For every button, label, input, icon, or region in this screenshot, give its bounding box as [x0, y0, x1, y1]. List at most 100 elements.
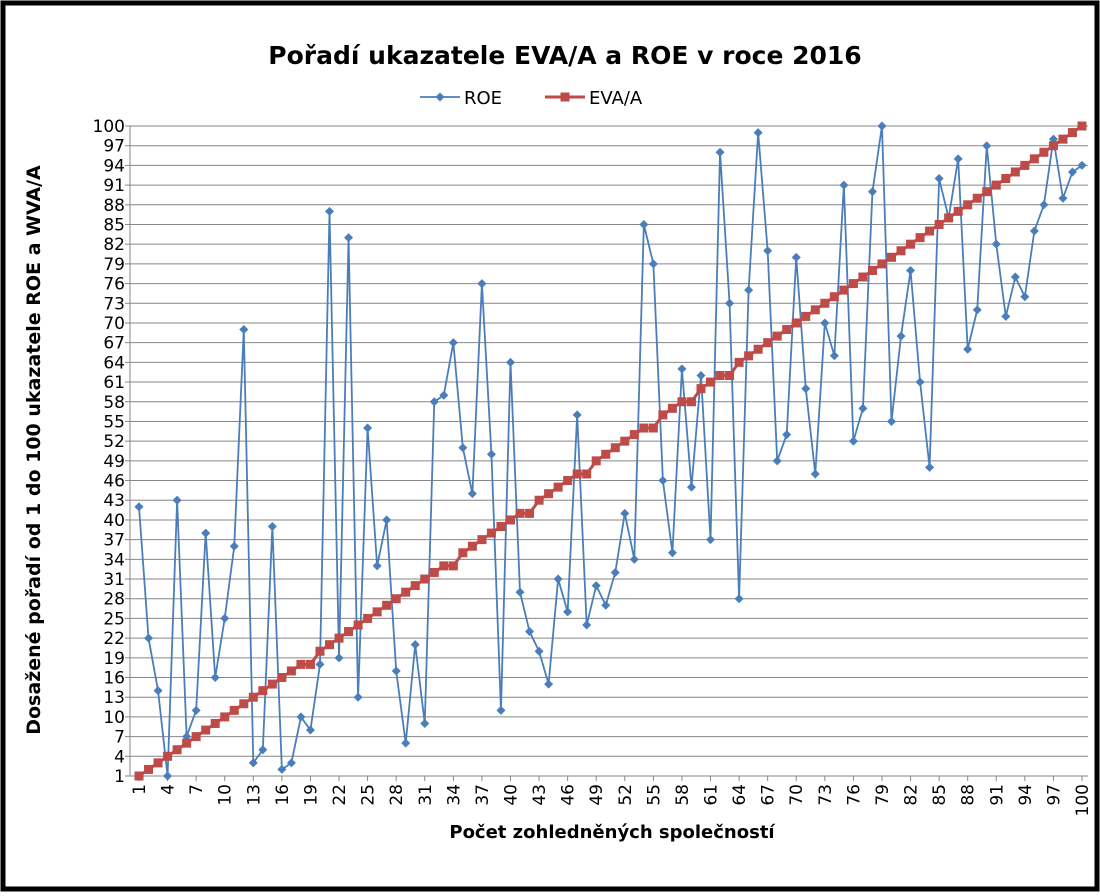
point — [601, 449, 611, 459]
point — [1010, 272, 1020, 282]
point — [696, 384, 706, 394]
point — [1020, 292, 1030, 302]
point — [820, 318, 830, 328]
point — [420, 718, 430, 728]
point — [591, 581, 601, 591]
x-tick-label: 97 — [1044, 784, 1064, 806]
x-tick-label: 46 — [559, 784, 579, 806]
y-tick-label: 67 — [103, 334, 125, 354]
point — [1029, 154, 1039, 164]
point — [420, 574, 430, 584]
point — [439, 390, 449, 400]
x-tick-label: 7 — [187, 784, 207, 795]
point — [820, 298, 830, 308]
point — [791, 318, 801, 328]
y-tick-label: 28 — [103, 590, 125, 610]
legend-marker — [435, 92, 445, 102]
point — [210, 673, 220, 683]
point — [315, 659, 325, 669]
point — [829, 292, 839, 302]
point — [982, 187, 992, 197]
x-tick-label: 82 — [902, 784, 922, 806]
point — [639, 423, 649, 433]
y-tick-label: 100 — [93, 117, 125, 137]
x-tick-label: 52 — [616, 784, 636, 806]
point — [915, 377, 925, 387]
point — [810, 305, 820, 315]
point — [944, 213, 954, 223]
point — [867, 187, 877, 197]
point — [296, 659, 306, 669]
point — [401, 587, 411, 597]
point — [191, 732, 201, 742]
legend-marker — [560, 92, 570, 102]
point — [525, 508, 535, 518]
point — [782, 430, 792, 440]
point — [372, 561, 382, 571]
x-tick-label: 61 — [702, 784, 722, 806]
x-tick-label: 67 — [759, 784, 779, 806]
point — [991, 239, 1001, 249]
point — [334, 653, 344, 663]
point — [267, 679, 277, 689]
x-tick-label: 55 — [644, 784, 664, 806]
y-axis-label: Dosažené pořadí od 1 do 100 ukazatele RO… — [23, 165, 45, 735]
point — [801, 384, 811, 394]
point — [791, 252, 801, 262]
point — [220, 613, 230, 623]
chart-title: Pořadí ukazatele EVA/A a ROE v roce 2016 — [268, 41, 861, 70]
x-tick-label: 79 — [873, 784, 893, 806]
y-tick-label: 37 — [103, 531, 125, 551]
x-tick-label: 37 — [473, 784, 493, 806]
point — [401, 738, 411, 748]
point — [305, 725, 315, 735]
point — [239, 699, 249, 709]
point — [153, 686, 163, 696]
point — [239, 325, 249, 335]
point — [858, 403, 868, 413]
point — [372, 607, 382, 617]
point — [458, 443, 468, 453]
point — [886, 252, 896, 262]
point — [810, 469, 820, 479]
point — [134, 771, 144, 781]
point — [715, 147, 725, 157]
point — [667, 548, 677, 558]
point — [534, 646, 544, 656]
point — [325, 640, 335, 650]
point — [1039, 200, 1049, 210]
point — [496, 705, 506, 715]
point — [344, 627, 354, 637]
point — [172, 495, 182, 505]
point — [877, 259, 887, 269]
point — [953, 154, 963, 164]
point — [563, 607, 573, 617]
point — [448, 338, 458, 348]
point — [725, 298, 735, 308]
point — [410, 581, 420, 591]
point — [772, 456, 782, 466]
point — [572, 410, 582, 420]
y-tick-label: 76 — [103, 275, 125, 295]
point — [1067, 167, 1077, 177]
point — [467, 489, 477, 499]
point — [1039, 147, 1049, 157]
point — [505, 357, 515, 367]
point — [1010, 167, 1020, 177]
point — [725, 370, 735, 380]
x-tick-label: 58 — [673, 784, 693, 806]
point — [277, 764, 287, 774]
y-tick-label: 58 — [103, 393, 125, 413]
y-tick-label: 31 — [103, 570, 125, 590]
point — [667, 403, 677, 413]
point — [553, 482, 563, 492]
point — [477, 279, 487, 289]
point — [572, 469, 582, 479]
point — [1067, 128, 1077, 138]
point — [382, 515, 392, 525]
point — [753, 344, 763, 354]
point — [258, 745, 268, 755]
point — [610, 443, 620, 453]
point — [982, 141, 992, 151]
point — [1077, 121, 1087, 131]
